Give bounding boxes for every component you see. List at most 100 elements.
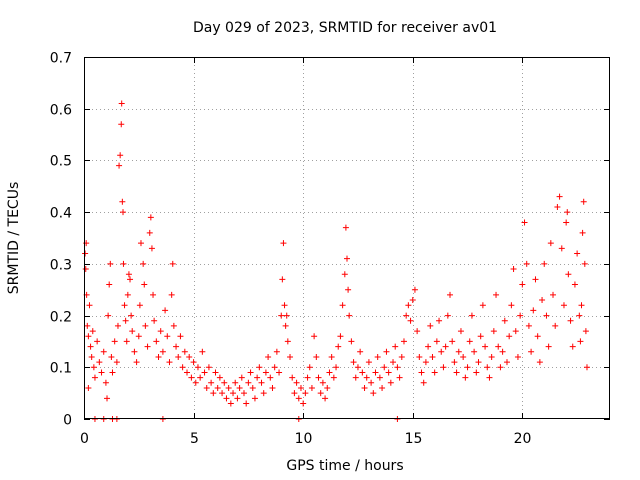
data-point	[142, 322, 149, 329]
data-point	[477, 333, 484, 340]
data-point	[400, 338, 407, 345]
data-point	[385, 369, 392, 376]
data-point	[543, 312, 550, 319]
data-point	[317, 390, 324, 397]
y-tick-label: 0.4	[50, 206, 72, 222]
data-point	[122, 317, 129, 324]
data-point	[118, 121, 125, 128]
data-point	[194, 364, 201, 371]
data-point	[146, 229, 153, 236]
data-point	[556, 193, 563, 200]
data-point	[289, 374, 296, 381]
grid-lines	[84, 57, 610, 419]
data-point	[96, 359, 103, 366]
y-tick-label: 0.2	[50, 310, 72, 326]
data-point	[295, 395, 302, 402]
data-point	[280, 240, 287, 247]
data-point	[121, 302, 128, 309]
data-point	[302, 390, 309, 397]
data-point	[429, 353, 436, 360]
data-point	[107, 260, 114, 267]
data-point	[175, 353, 182, 360]
data-point	[579, 229, 586, 236]
data-point	[372, 369, 379, 376]
data-point	[85, 333, 92, 340]
data-point	[503, 359, 510, 366]
data-point	[462, 374, 469, 381]
data-point	[512, 328, 519, 335]
data-point	[342, 224, 349, 231]
data-point	[177, 333, 184, 340]
data-point	[352, 374, 359, 381]
data-point	[374, 353, 381, 360]
data-point	[227, 400, 234, 407]
data-point	[433, 338, 440, 345]
x-axis-title: GPS time / hours	[286, 458, 403, 474]
data-point	[484, 364, 491, 371]
data-point	[179, 364, 186, 371]
data-point	[221, 379, 228, 386]
data-point	[102, 379, 109, 386]
data-point	[197, 374, 204, 381]
data-point	[560, 302, 567, 309]
data-point	[216, 374, 223, 381]
data-point	[493, 291, 500, 298]
data-point	[416, 353, 423, 360]
data-point	[113, 359, 120, 366]
data-point	[111, 338, 118, 345]
data-point	[87, 343, 94, 350]
y-tick-label: 0.3	[50, 258, 72, 274]
plot-frame	[84, 57, 610, 419]
data-point	[85, 384, 92, 391]
data-point	[262, 369, 269, 376]
data-point	[297, 384, 304, 391]
data-point	[137, 240, 144, 247]
data-point	[577, 338, 584, 345]
data-point	[348, 338, 355, 345]
data-point	[313, 353, 320, 360]
data-point	[236, 384, 243, 391]
y-tick-label: 0.7	[50, 51, 72, 67]
data-point	[583, 364, 590, 371]
data-point	[411, 286, 418, 293]
data-point	[144, 343, 151, 350]
data-point	[186, 353, 193, 360]
data-point	[100, 348, 107, 355]
data-point	[168, 291, 175, 298]
data-point	[482, 343, 489, 350]
data-point	[123, 338, 130, 345]
data-point	[554, 203, 561, 210]
data-point	[514, 353, 521, 360]
y-tick-label: 0.1	[50, 361, 72, 377]
data-point	[523, 260, 530, 267]
data-point	[223, 395, 230, 402]
data-point	[164, 333, 171, 340]
data-point	[278, 312, 285, 319]
data-point	[365, 359, 372, 366]
y-tick-label: 0	[63, 413, 72, 429]
data-point	[451, 359, 458, 366]
data-point	[409, 297, 416, 304]
data-point	[328, 353, 335, 360]
data-point	[447, 291, 454, 298]
data-point	[405, 302, 412, 309]
data-point	[89, 328, 96, 335]
data-point	[243, 400, 250, 407]
data-point	[269, 384, 276, 391]
data-point	[114, 322, 121, 329]
data-point	[486, 374, 493, 381]
data-point	[473, 369, 480, 376]
data-point	[571, 281, 578, 288]
data-point	[131, 348, 138, 355]
data-point	[427, 322, 434, 329]
data-point	[162, 307, 169, 314]
data-point	[330, 374, 337, 381]
data-point	[563, 219, 570, 226]
data-point	[357, 348, 364, 355]
x-tick-label: 15	[405, 431, 423, 447]
data-point	[521, 219, 528, 226]
data-point	[166, 359, 173, 366]
data-point	[249, 384, 256, 391]
data-point	[135, 333, 142, 340]
data-point	[291, 390, 298, 397]
